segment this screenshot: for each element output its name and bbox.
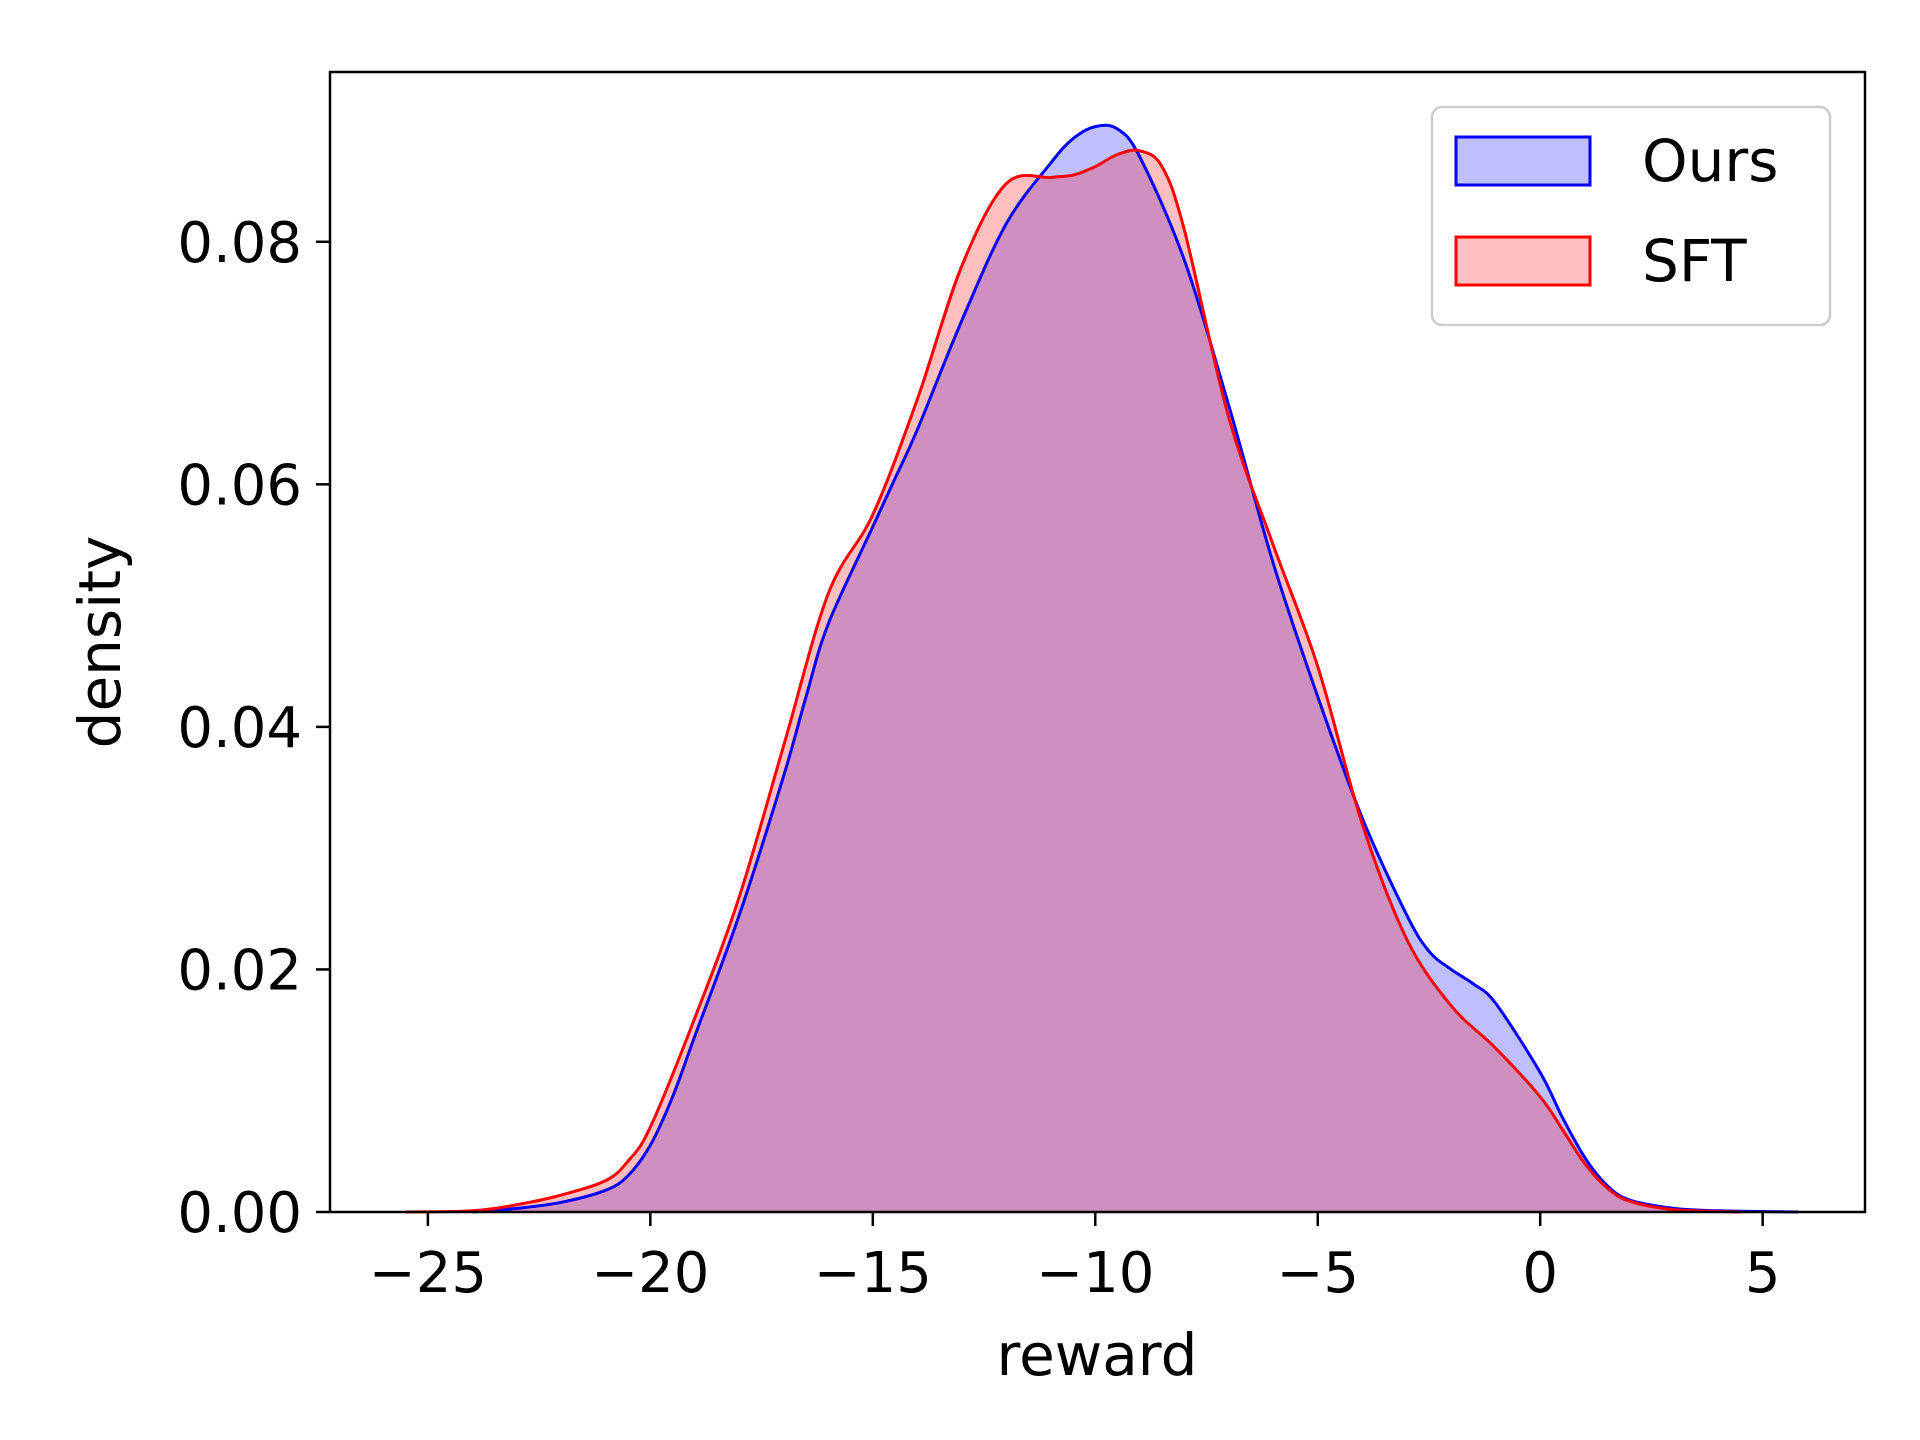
x-tick-label: −20 xyxy=(591,1241,709,1306)
y-axis: 0.00 0.02 0.04 0.06 0.08 xyxy=(177,211,330,1246)
line-sft xyxy=(405,148,1741,1214)
x-tick-label: −10 xyxy=(1036,1241,1154,1306)
legend-label-sft: SFT xyxy=(1642,227,1747,295)
y-tick-label: 0.04 xyxy=(177,696,302,761)
y-tick-label: 0.06 xyxy=(177,453,302,518)
legend-swatch-ours xyxy=(1454,135,1592,187)
x-tick-label: −25 xyxy=(369,1241,487,1306)
x-tick-label: 5 xyxy=(1745,1241,1781,1306)
x-tick-label: −5 xyxy=(1276,1241,1359,1306)
area-ours xyxy=(472,125,1799,1212)
y-tick-label: 0.02 xyxy=(177,938,302,1003)
y-axis-label: density xyxy=(66,536,134,749)
plot-frame xyxy=(328,70,1867,1214)
legend-frame xyxy=(1430,105,1832,327)
series-layer xyxy=(405,123,1799,1214)
legend-swatch-sft xyxy=(1454,235,1592,287)
legend: Ours SFT xyxy=(1430,105,1832,327)
y-tick-label: 0.08 xyxy=(177,211,302,276)
area-sft xyxy=(405,150,1741,1213)
x-axis: −25 −20 −15 −10 −5 0 5 xyxy=(369,1212,1781,1306)
x-tick-label: 0 xyxy=(1522,1241,1558,1306)
x-axis-label: reward xyxy=(997,1321,1198,1389)
y-tick-label: 0.00 xyxy=(177,1181,302,1246)
x-tick-label: −15 xyxy=(814,1241,932,1306)
legend-label-ours: Ours xyxy=(1642,127,1778,195)
line-ours xyxy=(472,123,1799,1214)
